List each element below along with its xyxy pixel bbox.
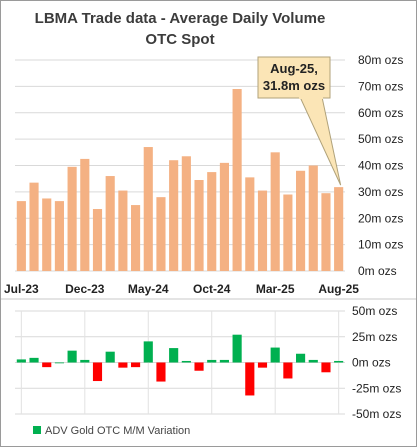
variation-bar	[143, 341, 153, 363]
bottom-y-tick-label: 0m ozs	[352, 356, 391, 370]
callout-pointer	[299, 96, 342, 186]
volume-bar	[156, 197, 166, 271]
volume-bar	[270, 152, 280, 271]
variation-bar	[283, 362, 293, 379]
volume-bar	[16, 201, 26, 271]
variation-bar	[105, 351, 115, 363]
variation-bar	[118, 362, 128, 368]
volume-bar	[245, 177, 255, 271]
volume-bar	[181, 156, 191, 271]
variation-bar	[16, 359, 26, 363]
volume-bar	[169, 160, 179, 271]
variation-bar	[232, 334, 242, 363]
x-tick-label: Jul-23	[4, 282, 39, 296]
volume-bar	[143, 147, 153, 271]
legend-swatch	[33, 426, 41, 434]
variation-bar	[67, 350, 77, 363]
variation-bar	[131, 362, 141, 368]
volume-bar	[29, 182, 39, 271]
x-tick-label: Dec-23	[65, 282, 105, 296]
volume-bar	[207, 172, 217, 271]
top-y-tick-label: 30m ozs	[358, 185, 403, 199]
chart-title: LBMA Trade data - Average Daily Volume O…	[0, 8, 360, 50]
variation-bar	[257, 362, 268, 368]
top-y-tick-label: 20m ozs	[358, 211, 403, 225]
top-y-tick-label: 50m ozs	[358, 132, 403, 146]
volume-bar	[232, 89, 242, 271]
callout-line2: 31.8m ozs	[263, 78, 325, 93]
volume-bar	[42, 198, 52, 271]
bottom-y-tick-label: -50m ozs	[352, 407, 401, 421]
variation-bar	[207, 359, 217, 363]
top-y-tick-label: 40m ozs	[358, 159, 403, 173]
x-tick-label: Aug-25	[318, 282, 359, 296]
legend-label: ADV Gold OTC M/M Variation	[45, 425, 190, 437]
bottom-y-tick-label: -25m ozs	[352, 381, 401, 395]
variation-bar	[156, 362, 166, 382]
bottom-y-tick-label: 50m ozs	[352, 304, 397, 318]
x-tick-label: May-24	[128, 282, 169, 296]
chart-title-line1: LBMA Trade data - Average Daily Volume	[34, 10, 326, 27]
variation-bar	[194, 362, 204, 371]
volume-bar	[308, 165, 318, 271]
volume-bar	[219, 162, 229, 271]
variation-bar	[334, 360, 344, 363]
chart-title-line2: OTC Spot	[145, 31, 215, 48]
variation-bar	[29, 357, 39, 363]
volume-bar	[105, 176, 115, 271]
top-y-tick-label: 10m ozs	[358, 238, 403, 252]
top-y-tick-label: 0m ozs	[358, 264, 397, 278]
volume-bar	[257, 190, 268, 271]
variation-bar	[42, 362, 52, 368]
variation-bar	[245, 362, 255, 396]
volume-bar	[54, 201, 64, 271]
variation-bar	[54, 362, 64, 364]
callout-joint	[299, 96, 323, 99]
variation-bar	[296, 353, 306, 363]
variation-bar	[321, 362, 331, 373]
variation-bar	[181, 360, 191, 363]
variation-bar	[169, 348, 179, 363]
volume-bar	[296, 170, 306, 271]
callout-box	[257, 56, 331, 99]
volume-bar	[67, 166, 77, 271]
variation-bar	[308, 359, 318, 363]
top-y-tick-label: 70m ozs	[358, 79, 403, 93]
volume-bar	[92, 209, 103, 271]
variation-bar	[219, 359, 229, 363]
volume-bar	[118, 190, 128, 271]
volume-bar	[283, 194, 293, 271]
variation-bar	[92, 362, 103, 382]
x-tick-label: Oct-24	[193, 282, 231, 296]
variation-bar	[270, 347, 280, 363]
volume-bar	[131, 205, 141, 271]
variation-bar	[80, 359, 90, 363]
callout-line1: Aug-25,	[270, 61, 318, 76]
bottom-y-tick-label: 25m ozs	[352, 330, 397, 344]
volume-bar	[321, 193, 331, 271]
volume-bar	[334, 187, 344, 271]
volume-bar	[194, 180, 204, 271]
x-tick-label: Mar-25	[256, 282, 295, 296]
top-y-tick-label: 60m ozs	[358, 106, 403, 120]
top-y-tick-label: 80m ozs	[358, 53, 403, 67]
volume-bar	[80, 158, 90, 271]
